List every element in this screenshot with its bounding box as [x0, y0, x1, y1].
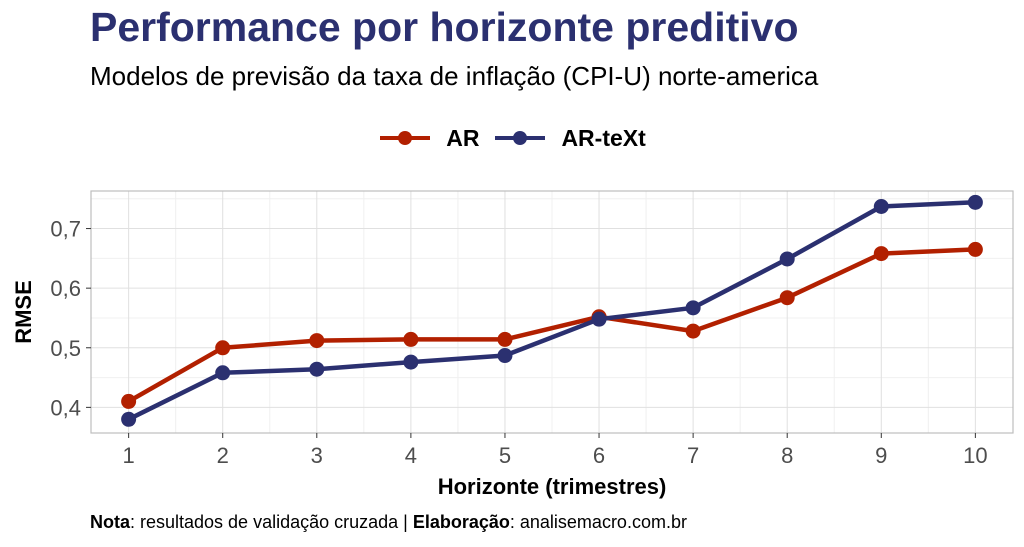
legend-key-ar: [380, 131, 431, 145]
x-axis-title: Horizonte (trimestres): [438, 474, 667, 499]
data-point-ar-text: [967, 194, 983, 210]
data-point-ar: [309, 333, 325, 349]
y-tick-label: 0,6: [50, 276, 81, 301]
legend-item-ar: AR: [378, 125, 479, 152]
y-axis-ticks: 0,4 0,5 0,6 0,7: [50, 217, 91, 420]
series-line-ar: [126, 247, 978, 404]
x-tick-label: 10: [963, 443, 987, 468]
x-tick-label: 5: [499, 443, 511, 468]
data-point-ar: [403, 331, 419, 347]
grid-minor: [91, 191, 1013, 433]
legend-item-ar-text: AR-teXt: [493, 124, 646, 152]
x-tick-label: 4: [405, 443, 417, 468]
data-point-ar-text: [403, 354, 419, 370]
data-point-ar-text: [779, 251, 795, 267]
x-tick-label: 2: [217, 443, 229, 468]
data-point-ar: [873, 246, 889, 262]
data-point-ar: [779, 290, 795, 306]
y-tick-label: 0,4: [50, 395, 81, 420]
legend-label-ar-text: AR-teXt: [561, 124, 646, 151]
x-axis-ticks: 1 2 3 4 5 6 7 8 9 10: [123, 433, 988, 468]
x-tick-label: 9: [875, 443, 887, 468]
x-tick-label: 7: [687, 443, 699, 468]
x-tick-label: 1: [123, 443, 135, 468]
plot-border: [90, 190, 1014, 434]
note-text: : resultados de validação cruzada |: [130, 512, 413, 532]
chart-subtitle: Modelos de previsão da taxa de inflação …: [90, 61, 819, 91]
data-point-ar: [967, 241, 983, 257]
x-tick-label: 6: [593, 443, 605, 468]
credit-label: Elaboração: [412, 512, 510, 532]
series-layer: [121, 194, 983, 427]
x-tick-label: 3: [311, 443, 323, 468]
series-line-ar-text: [126, 200, 978, 422]
x-tick-label: 8: [781, 443, 793, 468]
chart-title: Performance por horizonte preditivo: [90, 4, 799, 50]
data-point-ar-text: [685, 300, 701, 316]
y-axis-title: RMSE: [11, 280, 36, 344]
data-point-ar-text: [873, 198, 889, 214]
legend: AR AR-teXt: [0, 121, 1024, 155]
y-tick-label: 0,5: [50, 336, 81, 361]
data-point-ar-text: [309, 361, 325, 377]
credit-text: : analisemacro.com.br: [509, 512, 687, 532]
legend-label-ar: AR: [446, 124, 480, 151]
legend-key-ar-text: [495, 131, 546, 145]
data-point-ar: [121, 393, 137, 409]
data-point-ar-text: [591, 311, 607, 327]
note-label: Nota: [90, 512, 130, 532]
y-tick-label: 0,7: [50, 217, 81, 242]
data-point-ar-text: [121, 411, 137, 427]
data-point-ar-text: [215, 365, 231, 381]
footnote: Nota: resultados de validação cruzada | …: [90, 512, 687, 533]
data-point-ar: [685, 323, 701, 339]
data-point-ar: [497, 331, 513, 347]
data-point-ar-text: [497, 348, 513, 364]
data-point-ar: [215, 340, 231, 356]
